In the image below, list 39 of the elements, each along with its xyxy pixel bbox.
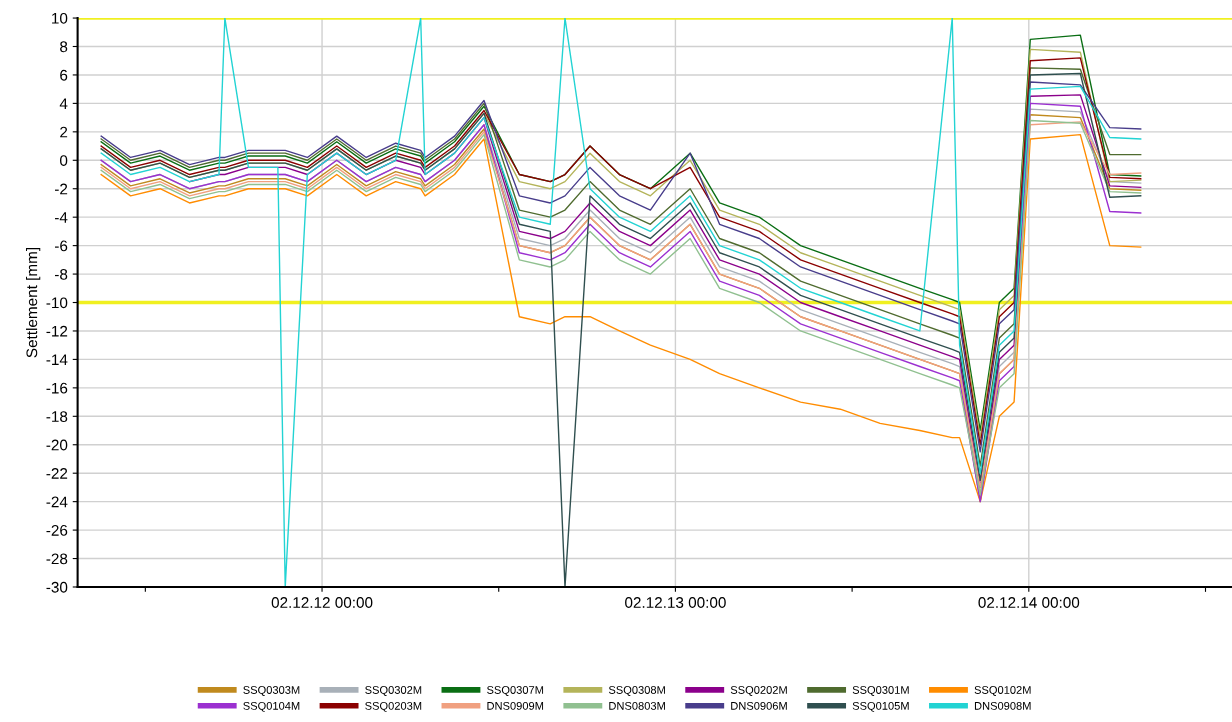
legend-label: DNS0909M	[487, 701, 544, 710]
y-tick-label: -26	[46, 524, 68, 536]
legend-label: SSQ0203M	[365, 701, 422, 712]
y-tick-label: -18	[46, 411, 68, 422]
legend-label: SSQ0301M	[852, 686, 909, 696]
y-tick-label: -24	[46, 496, 68, 508]
y-tick-label: -14	[46, 354, 68, 365]
y-tick-label: 4	[59, 98, 68, 109]
y-tick-label: 0	[59, 155, 68, 166]
y-tick-label: -16	[46, 382, 68, 394]
y-tick-label: -10	[46, 297, 68, 309]
legend-label: SSQ0307M	[487, 686, 544, 696]
y-tick-label: 8	[60, 41, 68, 53]
legend-label: DNS0803M	[609, 701, 665, 710]
y-axis-title: Settlement [mm]	[26, 247, 41, 358]
legend-label: SSQ0105M	[852, 701, 909, 712]
y-tick-label: -8	[54, 268, 68, 280]
y-tick-label: -2	[54, 183, 68, 195]
x-tick-label: 02.12.12 00:00	[271, 597, 373, 608]
x-tick-label: 02.12.13 00:00	[625, 597, 726, 608]
y-tick-label: -30	[46, 581, 68, 593]
legend-label: SSQ0102M	[974, 686, 1031, 696]
y-tick-label: -22	[46, 468, 68, 479]
y-tick-label: -12	[46, 325, 68, 337]
legend-label: SSQ0202M	[730, 686, 787, 696]
y-tick-label: -20	[46, 439, 68, 451]
legend-label: DNS0906M	[731, 701, 787, 710]
y-tick-label: -6	[54, 240, 68, 252]
legend-label: SSQ0104M	[243, 701, 300, 712]
y-tick-label: -4	[54, 212, 68, 223]
x-tick-label: 02.12.14 00:00	[978, 597, 1080, 608]
y-tick-label: 10	[52, 12, 68, 24]
legend-label: SSQ0308M	[608, 686, 665, 696]
legend-label: SSQ0302M	[365, 686, 422, 696]
y-tick-label: 2	[60, 126, 68, 138]
legend-label: SSQ0303M	[243, 686, 300, 696]
y-tick-label: -28	[46, 553, 68, 565]
legend-label: DNS0908M	[974, 701, 1031, 710]
y-tick-label: 6	[60, 69, 68, 81]
